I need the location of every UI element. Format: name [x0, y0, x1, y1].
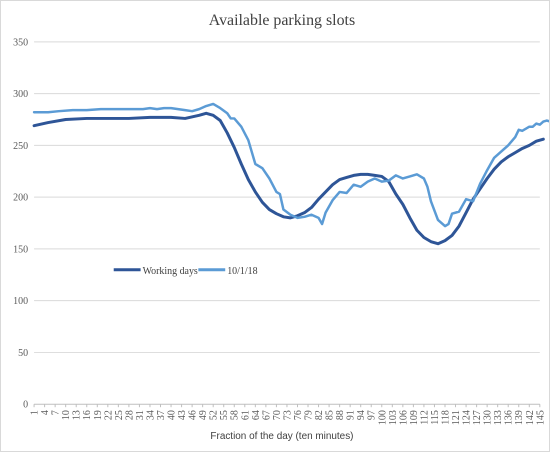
x-tick-label: 13 [72, 410, 83, 420]
x-tick-label: 40 [167, 410, 178, 420]
x-tick-label: 79 [304, 410, 315, 420]
x-tick-label: 136 [504, 410, 515, 425]
x-tick-label: 34 [145, 410, 156, 420]
x-tick-label: 70 [272, 410, 283, 420]
x-tick-label: 124 [462, 410, 473, 425]
x-tick-label: 106 [398, 410, 409, 425]
x-tick-label: 94 [356, 410, 367, 420]
x-tick-label: 130 [483, 410, 494, 425]
x-tick-label: 7 [51, 410, 62, 415]
x-tick-label: 109 [409, 410, 420, 425]
x-tick-label: 139 [514, 410, 525, 425]
y-tick-label: 50 [18, 348, 28, 359]
x-tick-label: 28 [124, 410, 135, 420]
x-tick-label: 112 [419, 410, 430, 425]
x-tick-label: 16 [82, 410, 93, 420]
y-tick-label: 0 [23, 400, 28, 411]
x-tick-label: 10 [61, 410, 72, 420]
x-tick-label: 145 [535, 410, 546, 425]
y-axis-ticks: 0 50 100 150 200 250 300 350 [13, 37, 28, 410]
x-tick-label: 115 [430, 410, 441, 425]
y-tick-label: 300 [13, 89, 28, 100]
x-tick-label: 49 [198, 410, 209, 420]
x-tick-label: 43 [177, 410, 188, 420]
x-tick-label: 118 [440, 410, 451, 425]
x-tick-label: 88 [335, 410, 346, 420]
legend-label-working-days: Working days [143, 266, 198, 277]
x-tick-label: 127 [472, 410, 483, 425]
x-tick-label: 4 [40, 410, 51, 415]
legend: Working days 10/1/18 [113, 266, 258, 277]
y-tick-label: 250 [13, 141, 28, 152]
x-tick-label: 142 [525, 410, 536, 425]
x-tick-label: 67 [261, 410, 272, 420]
x-tick-label: 91 [346, 410, 357, 420]
x-tick-label: 103 [388, 410, 399, 425]
x-tick-label: 31 [135, 410, 146, 420]
y-tick-label: 150 [13, 244, 28, 255]
gridlines [34, 41, 540, 353]
x-tick-label: 58 [230, 410, 241, 420]
x-axis-label: Fraction of the day (ten minutes) [210, 431, 353, 442]
x-tick-label: 52 [209, 410, 220, 420]
chart-title: Available parking slots [209, 12, 355, 29]
x-tick-label: 25 [114, 410, 125, 420]
x-tick-label: 73 [282, 410, 293, 420]
x-tick-label: 100 [377, 410, 388, 425]
x-tick-label: 61 [240, 410, 251, 420]
x-tick-label: 22 [103, 410, 114, 420]
x-tick-label: 133 [493, 410, 504, 425]
x-axis-ticks: 1 4 7 10 13 16 19 22 25 28 31 34 37 40 43 46 49 52 55 58 61 6… [30, 404, 546, 425]
x-tick-label: 97 [367, 410, 378, 420]
x-tick-label: 85 [325, 410, 336, 420]
y-tick-label: 200 [13, 193, 28, 204]
x-tick-label: 55 [219, 410, 230, 420]
x-tick-label: 37 [156, 410, 167, 420]
legend-label-10-1-18: 10/1/18 [227, 266, 257, 277]
y-tick-label: 350 [13, 37, 28, 48]
series-line-working-days [32, 111, 545, 246]
x-tick-label: 64 [251, 410, 262, 420]
y-tick-label: 100 [13, 296, 28, 307]
x-tick-label: 82 [314, 410, 325, 420]
x-tick-label: 19 [93, 410, 104, 420]
series-lines [32, 102, 549, 246]
x-tick-label: 1 [30, 410, 41, 415]
x-tick-label: 76 [293, 410, 304, 420]
x-tick-label: 46 [188, 410, 199, 420]
x-tick-label: 121 [451, 410, 462, 425]
series-line-10-1-18 [32, 102, 549, 228]
